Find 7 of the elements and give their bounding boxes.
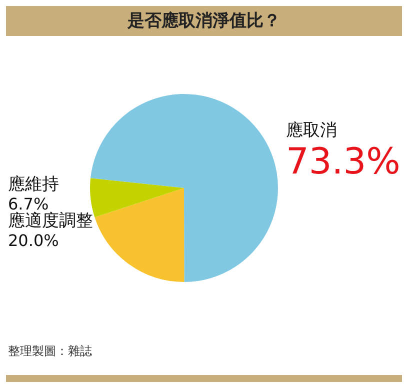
slice-label: 應維持 bbox=[8, 174, 59, 194]
slice-label: 應適度調整 bbox=[8, 210, 93, 231]
text: 整理製圖：雜誌 bbox=[8, 343, 92, 360]
slice-label: 應取消 bbox=[286, 120, 337, 140]
chart-title: 是否應取消淨值比？ bbox=[6, 6, 402, 36]
data-label: 73.3% bbox=[286, 141, 400, 182]
data-label: 20.0% bbox=[8, 230, 59, 250]
